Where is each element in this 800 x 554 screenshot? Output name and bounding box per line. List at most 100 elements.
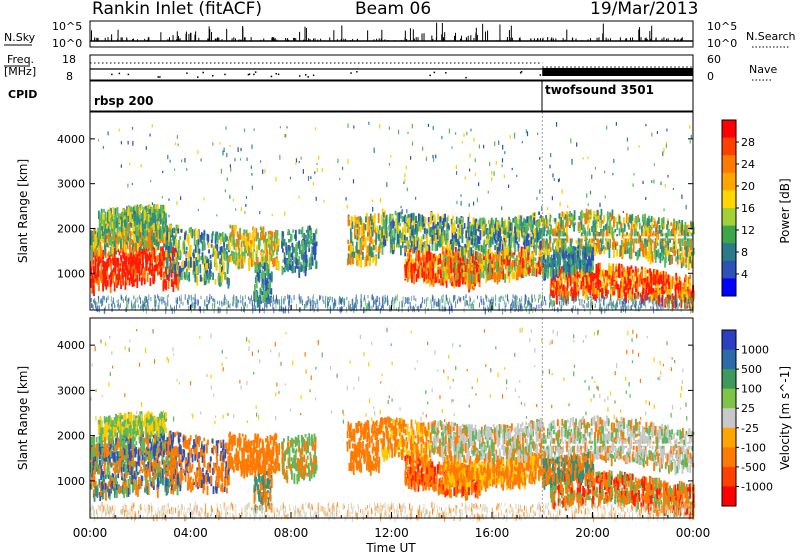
range-gate-cell <box>497 232 499 241</box>
range-gate-cell <box>264 289 267 297</box>
range-gate-cell <box>154 208 157 214</box>
range-gate-cell <box>420 236 423 245</box>
range-gate-cell <box>261 277 264 288</box>
range-gate-cell <box>270 288 273 295</box>
range-gate-cell <box>365 216 367 223</box>
range-gate-cell <box>549 218 552 223</box>
range-gate-cell <box>461 235 464 243</box>
range-gate-cell <box>382 212 385 218</box>
range-gate-cell <box>99 235 102 244</box>
range-gate-cell <box>131 231 134 236</box>
range-gate-cell <box>630 220 633 231</box>
range-gate-cell <box>479 252 481 258</box>
range-gate-cell <box>429 272 432 278</box>
range-gate-cell <box>641 225 643 234</box>
range-gate-cell <box>268 244 270 248</box>
range-gate-cell <box>619 249 621 258</box>
range-gate-cell <box>124 263 127 271</box>
range-gate-cell <box>607 241 609 250</box>
range-gate-cell <box>641 244 644 254</box>
range-gate-cell <box>267 269 270 279</box>
range-gate-cell <box>134 233 136 243</box>
range-gate-cell <box>439 269 442 279</box>
range-gate-cell <box>393 229 396 238</box>
range-gate-cell <box>182 243 185 250</box>
range-gate-cell <box>569 224 571 229</box>
range-gate-cell <box>395 242 398 248</box>
range-gate-cell <box>167 227 170 231</box>
range-gate-cell <box>139 244 142 251</box>
range-gate-cell <box>389 242 392 254</box>
range-gate-cell <box>133 265 135 270</box>
range-gate-cell <box>140 270 143 276</box>
range-gate-cell <box>563 212 565 217</box>
range-gate-cell <box>259 288 262 294</box>
range-gate-cell <box>534 257 537 262</box>
range-gate-cell <box>177 245 180 254</box>
range-gate-cell <box>684 246 687 257</box>
range-gate-cell <box>516 223 519 229</box>
range-gate-cell <box>290 234 293 241</box>
range-gate-cell <box>228 235 231 240</box>
range-gate-cell <box>143 270 146 279</box>
range-gate-cell <box>219 246 222 255</box>
range-gate-cell <box>593 247 595 252</box>
range-gate-cell <box>608 243 611 251</box>
range-gate-cell <box>504 246 506 258</box>
range-gate-cell <box>200 232 203 240</box>
range-gate-cell <box>153 264 156 273</box>
range-gate-cell <box>161 233 164 240</box>
range-gate-cell <box>132 260 135 266</box>
range-gate-cell <box>681 220 684 231</box>
nsearch-tick-top: 10^5 <box>707 20 738 33</box>
range-gate-cell <box>461 219 463 223</box>
range-gate-cell <box>421 257 424 261</box>
range-gate-cell <box>435 277 438 283</box>
range-gate-cell <box>267 281 269 292</box>
range-gate-cell <box>251 259 253 268</box>
range-gate-cell <box>498 220 501 225</box>
range-gate-cell <box>684 221 687 229</box>
range-gate-cell <box>162 254 165 261</box>
range-gate-cell <box>101 246 103 250</box>
range-gate-cell <box>100 236 103 241</box>
range-gate-cell <box>234 260 237 266</box>
range-gate-cell <box>645 232 648 237</box>
range-gate-cell <box>557 238 560 249</box>
freq-dot <box>196 76 199 78</box>
range-gate-cell <box>250 243 253 253</box>
range-gate-cell <box>231 257 234 262</box>
range-gate-cell <box>425 237 428 245</box>
range-gate-cell <box>690 222 693 230</box>
range-gate-cell <box>109 210 111 221</box>
range-gate-cell <box>377 213 380 224</box>
range-gate-cell <box>560 217 563 228</box>
range-gate-cell <box>122 216 125 221</box>
range-gate-cell <box>458 243 461 248</box>
range-gate-cell <box>219 261 221 267</box>
range-gate-cell <box>648 240 650 251</box>
range-gate-cell <box>457 224 460 228</box>
range-gate-cell <box>106 270 108 276</box>
range-gate-cell <box>464 270 467 280</box>
range-gate-cell <box>659 229 662 234</box>
nsky-panel <box>4 20 790 48</box>
range-gate-cell <box>472 261 475 268</box>
range-gate-cell <box>263 293 266 298</box>
range-gate-cell <box>100 219 103 224</box>
range-gate-cell <box>226 244 228 250</box>
range-gate-cell <box>315 241 318 247</box>
range-gate-cell <box>539 217 542 226</box>
range-gate-cell <box>397 215 400 226</box>
range-gate-cell <box>494 245 497 251</box>
range-gate-cell <box>658 272 661 277</box>
range-gate-cell <box>504 273 506 283</box>
range-gate-cell <box>293 247 296 253</box>
range-gate-cell <box>188 227 191 234</box>
range-gate-cell <box>399 245 402 256</box>
range-gate-cell <box>498 243 501 252</box>
range-gate-cell <box>437 242 440 247</box>
range-gate-cell <box>91 276 94 281</box>
range-gate-cell <box>230 256 232 262</box>
range-gate-cell <box>296 241 299 249</box>
